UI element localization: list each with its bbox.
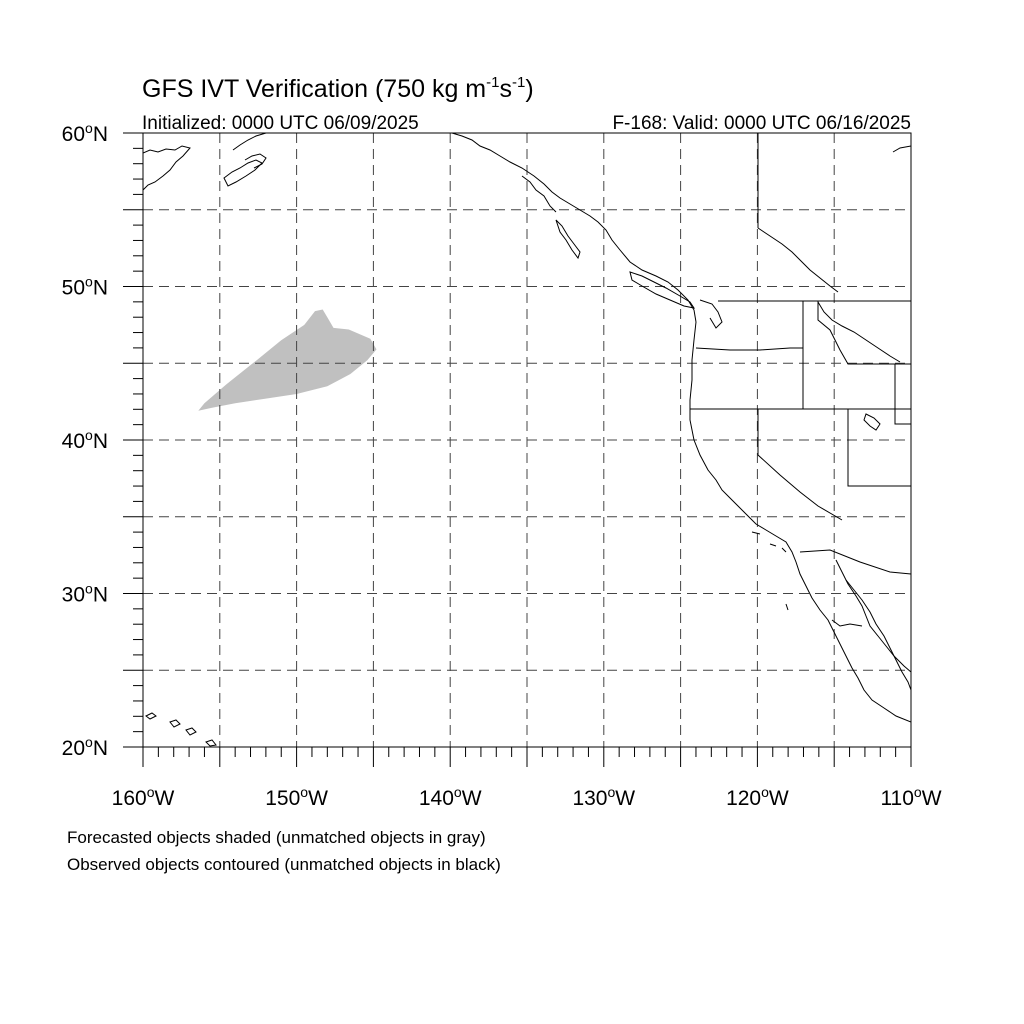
ne-corner-coast — [892, 145, 911, 153]
map-title: GFS IVT Verification (750 kg m-1s-1) — [142, 74, 534, 103]
mainland-mexico-coast — [845, 579, 911, 691]
panhandle-islands — [521, 175, 557, 213]
init-time-label: Initialized: 0000 UTC 06/09/2025 — [142, 113, 419, 134]
axis-ticks — [123, 132, 912, 767]
footnote-forecast: Forecasted objects shaded (unmatched obj… — [67, 828, 486, 847]
sea-of-cortez-islands — [831, 619, 863, 627]
canada-inland-line — [757, 227, 839, 293]
alaska-coast — [143, 145, 191, 191]
valid-time-label: F-168: Valid: 0000 UTC 06/16/2025 — [612, 113, 911, 134]
forecast-object-unmatched — [198, 309, 377, 411]
wa-or-border — [695, 347, 803, 351]
lat-tick-label: 30oN — [62, 581, 108, 607]
lon-tick-label: 120oW — [726, 784, 789, 810]
ca-nv-border — [757, 409, 843, 521]
nv-az-border — [847, 409, 911, 487]
lon-tick-label: 140oW — [419, 784, 482, 810]
baja-east-coast — [835, 559, 911, 673]
kodiak-island — [223, 159, 263, 187]
lon-tick-label: 150oW — [265, 784, 328, 810]
lat-tick-label: 50oN — [62, 274, 108, 300]
haida-gwaii — [555, 219, 581, 260]
gridlines — [143, 133, 911, 747]
alaska-mainland-coast — [232, 133, 267, 151]
vancouver-island — [629, 271, 696, 309]
mt-border-box — [894, 364, 911, 425]
lat-tick-label: 40oN — [62, 427, 108, 453]
panhandle-coast — [451, 133, 697, 323]
canada-inland-line-2 — [817, 301, 901, 363]
coastlines — [143, 133, 911, 747]
lon-tick-label: 110oW — [880, 784, 941, 810]
great-salt-lake — [863, 413, 881, 431]
longitude-labels: 160oW 150oW 140oW 130oW 120oW 110oW — [112, 784, 942, 810]
latitude-labels: 60oN 50oN 40oN 30oN 20oN — [62, 120, 108, 760]
lon-tick-label: 130oW — [572, 784, 635, 810]
channel-islands — [751, 531, 789, 611]
lat-tick-label: 20oN — [62, 734, 108, 760]
id-mt-border — [817, 301, 911, 365]
lon-tick-label: 160oW — [112, 784, 175, 810]
canada-us-border-coast — [699, 299, 723, 329]
lat-tick-label: 60oN — [62, 120, 108, 146]
az-mexico-border — [799, 549, 911, 575]
hawaii-islands — [145, 712, 217, 747]
footnote-observed: Observed objects contoured (unmatched ob… — [67, 855, 501, 874]
us-west-coast — [689, 321, 911, 723]
kenai-coast — [244, 153, 267, 169]
